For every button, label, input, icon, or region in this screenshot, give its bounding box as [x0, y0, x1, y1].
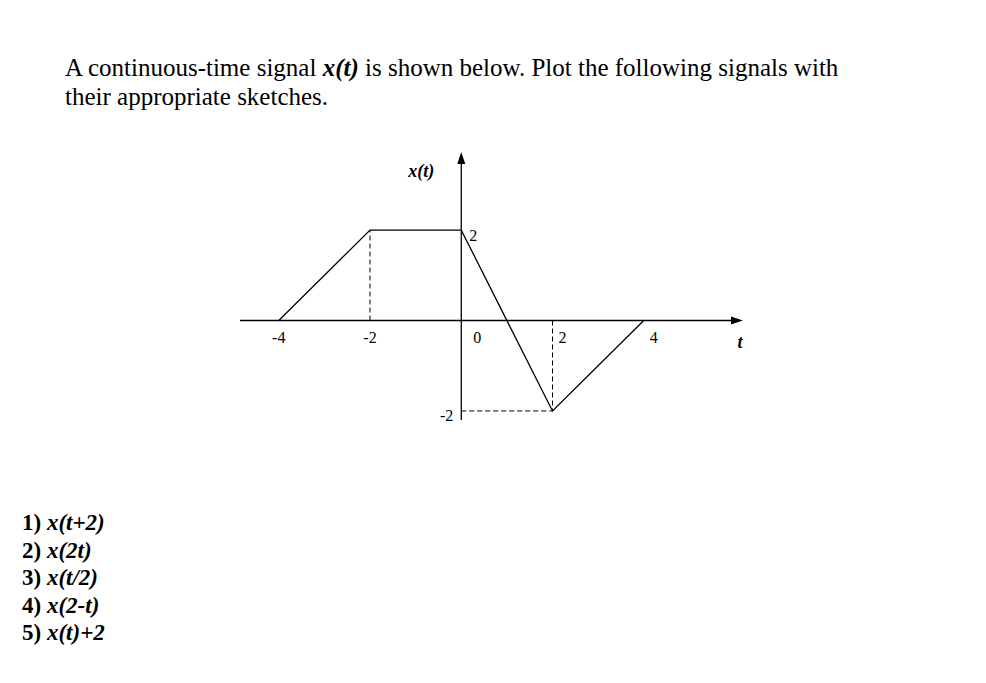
task-number: 5) — [22, 620, 41, 645]
task-expr: x(t/2) — [46, 565, 98, 590]
task-expr: x(t+2) — [46, 510, 105, 535]
signal-line — [279, 230, 644, 411]
x-axis — [240, 320, 735, 321]
emphasis: x(t) — [322, 54, 359, 82]
x-tick-label: 4 — [650, 329, 658, 346]
x-axis-arrow — [731, 317, 743, 325]
task-item: 3) x(t/2) — [22, 565, 98, 590]
task-expr: x(t)+2 — [46, 620, 105, 645]
task-item: 5) x(t)+2 — [22, 620, 105, 645]
guide-vertical — [552, 321, 553, 411]
task-expr: x(2t) — [46, 538, 92, 563]
guide-vertical — [370, 230, 371, 320]
task-item: 2) x(2t) — [22, 538, 92, 563]
y-axis — [461, 160, 462, 420]
chart: -4 -2 0 2 4 -2 2 x(t) t — [240, 152, 743, 424]
x-tick-label: 2 — [559, 329, 567, 346]
y-axis-label: x(t) — [407, 161, 434, 182]
y-tick-label: -2 — [440, 407, 453, 424]
x-tick-label: -4 — [272, 329, 285, 346]
y-tick-label: 2 — [469, 227, 477, 244]
text-run: A continuous-time signal — [65, 54, 323, 81]
question-line: A continuous-time signal x(t) is shown b… — [65, 54, 839, 82]
task-number: 2) — [22, 538, 41, 563]
task-number: 4) — [22, 593, 41, 618]
page: A continuous-time signal x(t) is shown b… — [0, 0, 986, 683]
question-line: their appropriate sketches. — [65, 83, 328, 110]
guide-horizontal — [461, 410, 552, 411]
x-tick-label: 0 — [473, 329, 481, 346]
text-run: is shown below. Plot the following signa… — [359, 54, 839, 81]
y-axis-arrow — [457, 152, 465, 164]
data-group — [279, 230, 644, 411]
x-tick-label: -2 — [363, 329, 376, 346]
task-number: 1) — [22, 510, 41, 535]
task-item: 1) x(t+2) — [22, 510, 105, 535]
x-axis-label: t — [737, 332, 743, 352]
task-item: 4) x(2-t) — [22, 593, 99, 618]
task-expr: x(2-t) — [46, 593, 99, 618]
task-number: 3) — [22, 565, 41, 590]
